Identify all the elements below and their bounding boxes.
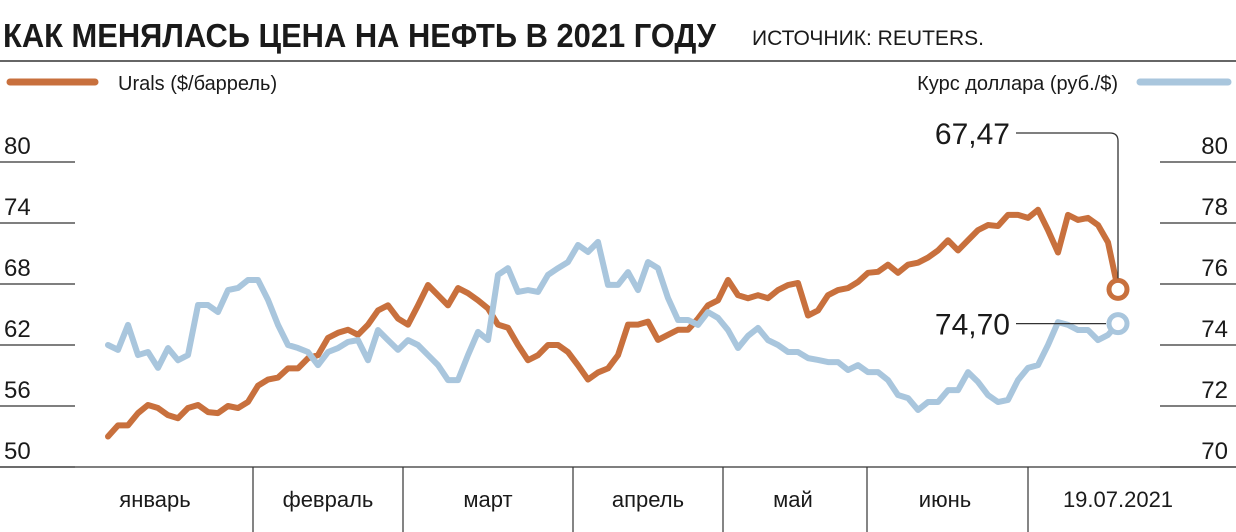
y2-tick-label: 78 [1201,194,1228,221]
y2-tick-label: 80 [1201,133,1228,160]
x-tick-label: март [463,487,512,512]
end-label: 67,47 [935,118,1010,151]
end-label: 74,70 [935,309,1010,342]
y-tick-label: 80 [4,133,31,160]
x-tick-label: февраль [283,487,374,512]
y-tick-label: 56 [4,377,31,404]
x-tick-label: май [773,487,813,512]
y2-tick-label: 72 [1201,377,1228,404]
y2-tick-label: 74 [1201,316,1228,343]
y-tick-label: 62 [4,316,31,343]
y2-tick-label: 76 [1201,255,1228,282]
x-tick-label: апрель [612,487,684,512]
y-tick-label: 50 [4,438,31,465]
end-marker [1106,277,1130,301]
series-line [105,206,1121,440]
x-tick-label: 19.07.2021 [1063,487,1173,512]
end-marker [1106,312,1130,336]
series-line [105,238,1121,413]
y-tick-label: 74 [4,194,31,221]
chart-title: КАК МЕНЯЛАСЬ ЦЕНА НА НЕФТЬ В 2021 ГОДУ [3,17,716,54]
legend-label: Курс доллара (руб./$) [917,73,1118,95]
legend-label: Urals ($/баррель) [118,73,277,95]
y-tick-label: 68 [4,255,31,282]
x-tick-label: январь [119,487,190,512]
chart-subtitle: ИСТОЧНИК: REUTERS. [752,27,984,50]
leader-line [1016,132,1119,279]
x-tick-label: июнь [919,487,971,512]
y2-tick-label: 70 [1201,438,1228,465]
